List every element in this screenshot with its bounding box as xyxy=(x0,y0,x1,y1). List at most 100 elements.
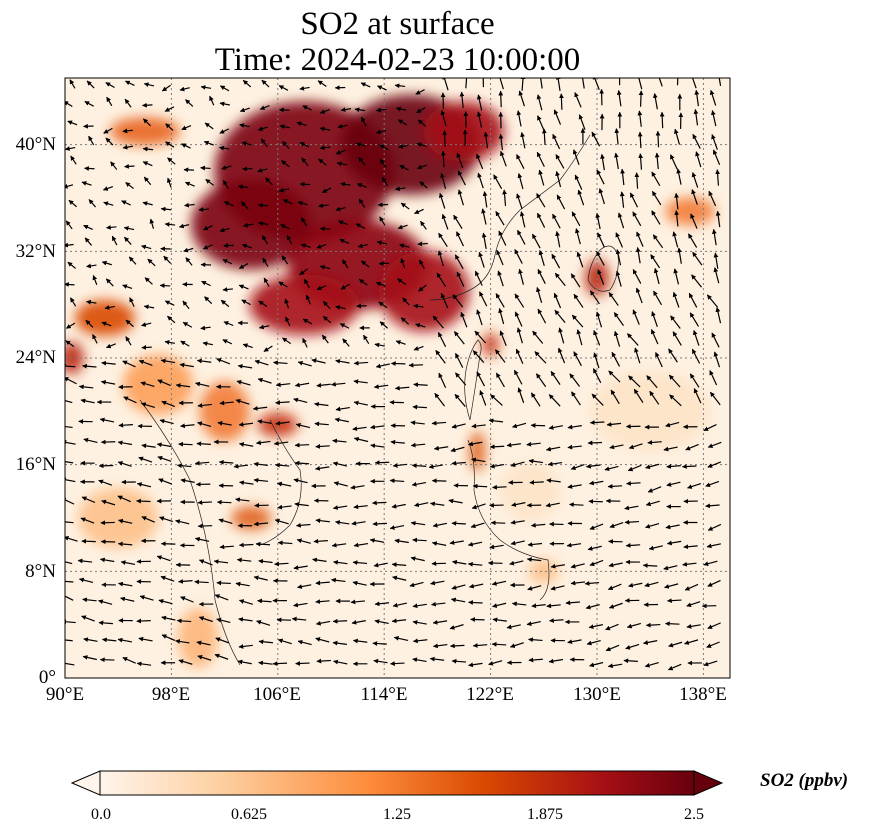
wind-arrow xyxy=(375,107,387,113)
coastlines xyxy=(139,134,619,666)
wind-arrow xyxy=(265,177,273,186)
wind-arrow xyxy=(566,542,582,548)
wind-arrow xyxy=(65,497,75,505)
wind-arrow xyxy=(300,217,308,227)
wind-arrow xyxy=(100,380,116,385)
wind-arrow xyxy=(353,379,368,384)
wind-arrow xyxy=(673,268,680,285)
wind-arrow xyxy=(658,78,663,87)
wind-arrow xyxy=(502,189,507,206)
wind-arrow xyxy=(709,89,717,106)
wind-arrow xyxy=(490,394,503,406)
wind-arrow xyxy=(198,616,213,623)
wind-arrow xyxy=(179,86,190,92)
wind-arrow xyxy=(117,440,133,446)
wind-arrow xyxy=(598,188,606,205)
wind-arrow xyxy=(122,657,136,664)
wind-arrow xyxy=(159,283,171,289)
wind-arrow xyxy=(669,154,678,170)
colorbar-title: SO2 (ppbv) xyxy=(760,770,849,791)
wind-arrow xyxy=(455,372,467,386)
wind-arrow xyxy=(693,388,702,404)
wind-arrow xyxy=(65,146,76,151)
wind-arrow xyxy=(643,640,658,645)
wind-arrow xyxy=(81,538,96,544)
wind-arrow xyxy=(644,581,659,588)
wind-arrow xyxy=(607,484,623,489)
wind-arrow xyxy=(257,202,269,208)
wind-vectors xyxy=(65,78,722,671)
wind-arrow xyxy=(400,202,410,210)
wind-arrow xyxy=(332,618,348,624)
wind-arrow xyxy=(506,624,521,630)
wind-arrow xyxy=(196,441,211,447)
wind-arrow xyxy=(628,443,643,450)
wind-arrow xyxy=(257,168,268,173)
wind-arrow xyxy=(275,382,291,388)
wind-arrow xyxy=(258,558,273,564)
wind-arrow xyxy=(574,92,582,108)
wind-arrow xyxy=(495,293,505,308)
wind-arrow xyxy=(83,637,98,643)
wind-arrow xyxy=(581,78,585,89)
wind-arrow xyxy=(664,621,680,627)
wind-arrow xyxy=(448,498,463,504)
lon-tick-122e: 122°E xyxy=(466,684,514,705)
wind-arrow xyxy=(498,230,507,246)
wind-arrow xyxy=(693,108,699,126)
wind-arrow xyxy=(607,663,623,669)
wind-arrow xyxy=(218,459,234,465)
wind-arrow xyxy=(482,191,488,208)
wind-arrow xyxy=(238,644,253,649)
wind-arrow xyxy=(358,156,366,166)
wind-arrow xyxy=(141,443,156,449)
wind-arrow xyxy=(164,222,176,227)
wind-arrow xyxy=(649,390,660,405)
wind-arrow xyxy=(331,542,347,548)
wind-arrow xyxy=(488,418,504,424)
wind-arrow xyxy=(167,315,176,324)
wind-arrow xyxy=(339,323,350,329)
wind-arrow xyxy=(118,422,133,428)
wind-arrow xyxy=(571,391,581,406)
wind-arrow xyxy=(516,154,525,169)
wind-arrow xyxy=(217,421,232,426)
wind-arrow xyxy=(390,439,405,445)
wind-arrow xyxy=(198,207,209,212)
wind-arrow xyxy=(558,327,565,344)
wind-arrow xyxy=(616,89,622,107)
wind-arrow xyxy=(570,463,585,470)
wind-arrow xyxy=(526,441,541,447)
wind-arrow xyxy=(125,336,132,346)
wind-arrow xyxy=(167,157,176,165)
wind-arrow xyxy=(194,460,210,466)
wind-arrow xyxy=(550,370,561,385)
wind-arrow xyxy=(615,232,624,248)
wind-arrow xyxy=(322,315,332,324)
wind-arrow xyxy=(691,78,697,89)
wind-arrow xyxy=(437,250,444,267)
wind-arrow xyxy=(196,358,212,364)
colorbar-tick-3: 1.875 xyxy=(527,806,563,823)
wind-arrow xyxy=(415,89,425,95)
wind-arrow xyxy=(319,264,331,270)
wind-arrow xyxy=(160,358,176,364)
wind-arrow xyxy=(291,616,307,622)
colorbar-tick-0: 0.0 xyxy=(91,806,111,823)
wind-arrow xyxy=(86,80,95,89)
wind-arrow xyxy=(200,165,211,171)
so2-concentration-patch xyxy=(178,608,218,668)
wind-arrow xyxy=(489,544,504,550)
wind-arrow xyxy=(395,106,407,112)
wind-arrow xyxy=(647,440,662,445)
wind-arrow xyxy=(538,250,545,266)
wind-arrow xyxy=(392,575,407,581)
wind-arrow xyxy=(124,98,132,108)
wind-arrow xyxy=(353,400,368,406)
wind-arrow xyxy=(105,82,115,88)
wind-arrow xyxy=(353,360,369,366)
wind-arrow xyxy=(451,521,466,526)
wind-arrow xyxy=(470,617,485,622)
wind-arrow xyxy=(410,520,426,526)
colorbar-tick-4: 2.5 xyxy=(684,806,704,823)
